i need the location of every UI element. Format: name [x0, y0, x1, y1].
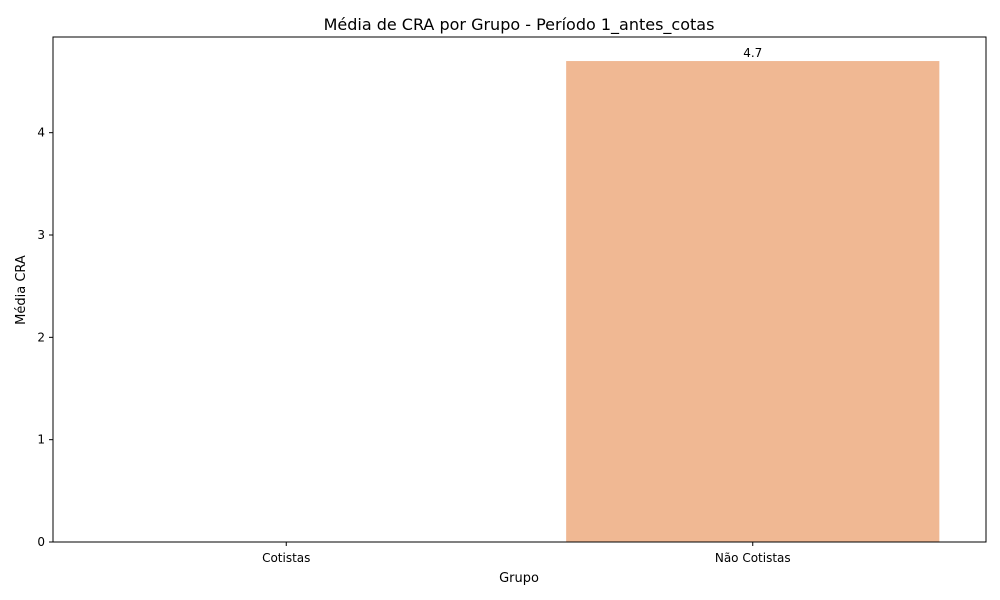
x-axis-label: Grupo [499, 571, 539, 586]
x-tick-label: Não Cotistas [715, 551, 791, 565]
y-tick-label: 3 [37, 228, 45, 242]
y-tick-label: 1 [37, 433, 45, 447]
y-tick-label: 2 [37, 330, 45, 344]
axes-frame [52, 36, 987, 543]
y-tick-label: 0 [37, 535, 45, 549]
x-tick-label: Cotistas [262, 551, 310, 565]
plot-area: Cotistas 4.7 Não Cotistas 0 1 2 3 4 [37, 46, 940, 565]
y-tick-label: 4 [37, 126, 45, 140]
y-axis-label: Média CRA [14, 255, 29, 325]
data-label: 4.7 [743, 46, 762, 60]
chart-title: Média de CRA por Grupo - Período 1_antes… [324, 15, 715, 35]
bar [566, 61, 940, 543]
